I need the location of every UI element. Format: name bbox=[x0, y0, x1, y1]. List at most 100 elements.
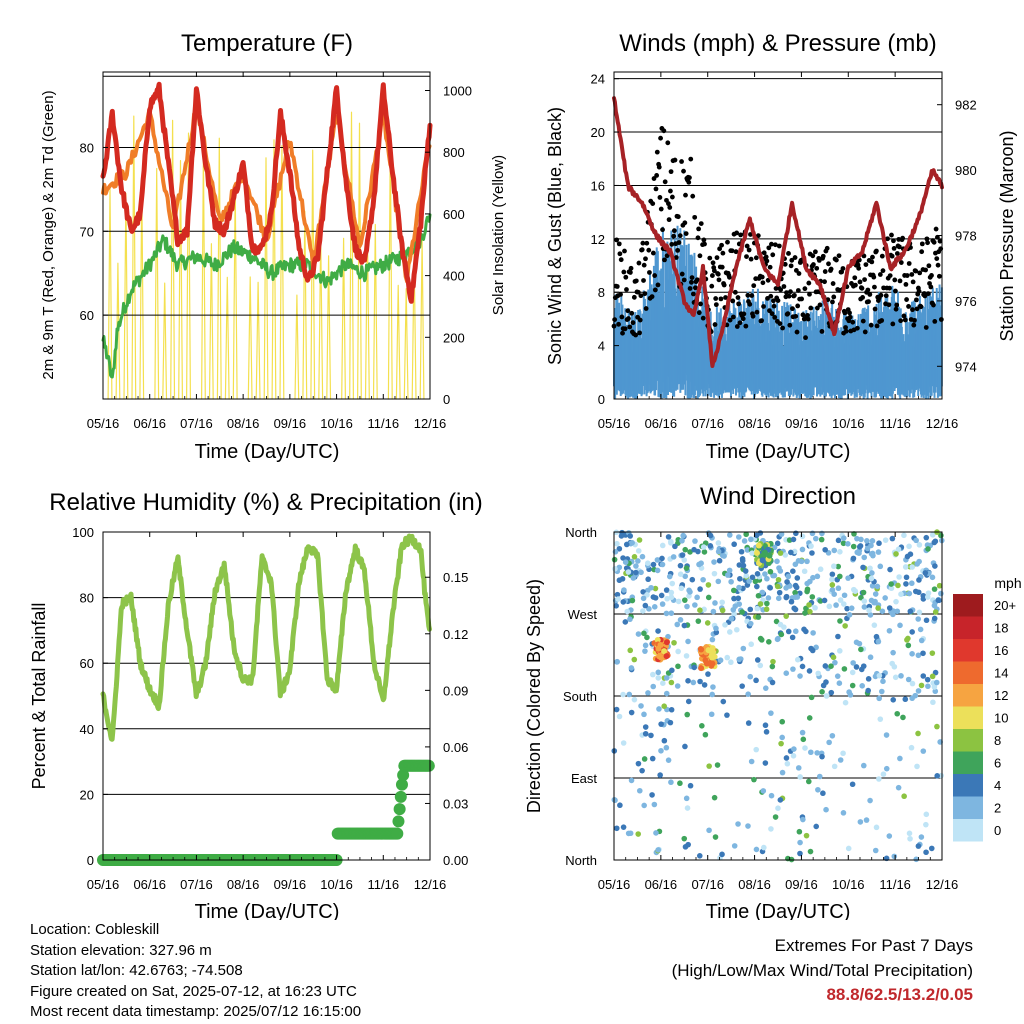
direction-point bbox=[768, 792, 775, 799]
gust-point bbox=[628, 270, 633, 275]
gust-point bbox=[794, 329, 800, 335]
colorbar-label: 0 bbox=[994, 823, 1001, 838]
gust-point bbox=[633, 332, 639, 338]
gust-point bbox=[734, 230, 740, 236]
direction-point bbox=[829, 576, 835, 583]
direction-point bbox=[682, 844, 689, 850]
gust-point bbox=[830, 281, 836, 286]
direction-point bbox=[692, 538, 698, 544]
direction-point bbox=[685, 678, 691, 684]
direction-point bbox=[640, 608, 646, 614]
solar-spike bbox=[232, 187, 238, 400]
direction-point bbox=[667, 719, 674, 726]
gust-point bbox=[681, 168, 686, 174]
gust-point bbox=[870, 254, 875, 260]
direction-point bbox=[793, 530, 799, 537]
direction-point bbox=[849, 781, 856, 788]
direction-point bbox=[792, 628, 799, 635]
direction-point bbox=[889, 660, 896, 667]
gust-point bbox=[640, 240, 646, 246]
direction-point bbox=[635, 558, 641, 564]
direction-point bbox=[802, 745, 808, 751]
solar-spike bbox=[216, 137, 222, 400]
direction-point bbox=[642, 730, 649, 737]
humidity-precip-panel: 05/16 06/16 07/16 08/16 09/16 10/16 11/16 12/16… bbox=[72, 525, 468, 892]
direction-point bbox=[860, 589, 867, 596]
direction-point bbox=[869, 583, 876, 589]
gust-point bbox=[717, 246, 723, 252]
y2-tick-label: 974 bbox=[955, 359, 977, 374]
solar-spike bbox=[224, 276, 230, 400]
y2-tick-label: 978 bbox=[955, 229, 977, 244]
direction-point bbox=[788, 598, 795, 605]
gust-point bbox=[924, 236, 930, 242]
gust-point bbox=[795, 303, 801, 309]
direction-point bbox=[748, 641, 755, 648]
gust-point bbox=[792, 292, 797, 298]
direction-point bbox=[923, 617, 930, 624]
gust-point bbox=[636, 260, 642, 266]
direction-point bbox=[869, 570, 875, 576]
direction-point bbox=[671, 639, 677, 646]
direction-point bbox=[813, 535, 819, 542]
direction-point bbox=[726, 567, 733, 574]
direction-point bbox=[846, 612, 853, 618]
direction-point bbox=[883, 732, 890, 738]
gust-point bbox=[874, 248, 879, 254]
gust-point bbox=[616, 241, 622, 247]
direction-point bbox=[925, 546, 931, 552]
direction-point bbox=[878, 688, 885, 695]
direction-point bbox=[627, 533, 634, 539]
direction-point bbox=[829, 732, 836, 739]
direction-point bbox=[836, 648, 843, 654]
gust-point bbox=[767, 264, 773, 270]
direction-point bbox=[923, 821, 929, 828]
temp-xlabel: Time (Day/UTC) bbox=[195, 441, 340, 463]
direction-point bbox=[896, 574, 902, 580]
direction-point bbox=[764, 575, 770, 582]
gust-point bbox=[622, 248, 627, 254]
rh-xlabel: Time (Day/UTC) bbox=[195, 901, 340, 920]
direction-point bbox=[713, 629, 720, 636]
direction-point bbox=[815, 670, 822, 677]
gust-point bbox=[711, 268, 717, 274]
direction-point bbox=[620, 599, 627, 605]
direction-point bbox=[616, 577, 623, 584]
direction-point bbox=[776, 589, 783, 596]
direction-point bbox=[652, 585, 659, 592]
direction-point bbox=[641, 802, 647, 809]
direction-point bbox=[614, 658, 621, 665]
direction-point bbox=[735, 595, 742, 602]
direction-point bbox=[834, 673, 841, 679]
x-tick-label: 10/16 bbox=[320, 877, 353, 892]
x-tick-label: 10/16 bbox=[320, 416, 353, 431]
gust-point bbox=[730, 314, 736, 320]
x-tick-label: 11/16 bbox=[367, 416, 399, 431]
direction-point bbox=[816, 773, 823, 780]
gust-point bbox=[872, 306, 878, 312]
gust-point bbox=[819, 329, 825, 334]
direction-point bbox=[828, 663, 834, 670]
direction-point bbox=[792, 589, 798, 596]
gust-point bbox=[935, 234, 940, 240]
y2-tick-label: 0.03 bbox=[443, 796, 468, 811]
gust-point bbox=[744, 243, 750, 249]
direction-point bbox=[636, 787, 643, 794]
y2-tick-label: 800 bbox=[443, 145, 465, 160]
direction-point bbox=[631, 696, 638, 703]
gust-point bbox=[656, 164, 662, 170]
x-tick-label: 10/16 bbox=[832, 877, 865, 892]
direction-point bbox=[736, 562, 743, 568]
direction-point bbox=[766, 639, 772, 645]
gust-point bbox=[807, 291, 812, 297]
gust-point bbox=[932, 319, 938, 324]
direction-point bbox=[663, 587, 670, 593]
direction-point bbox=[680, 532, 686, 539]
wind-direction-panel: 05/16 06/16 07/16 08/16 09/16 10/16 11/16 12/16… bbox=[563, 525, 958, 892]
gust-point bbox=[675, 214, 681, 220]
direction-point bbox=[837, 757, 844, 763]
gust-point bbox=[777, 321, 783, 326]
x-tick-label: 11/16 bbox=[879, 416, 911, 431]
direction-point bbox=[740, 562, 747, 569]
direction-point bbox=[668, 589, 675, 596]
